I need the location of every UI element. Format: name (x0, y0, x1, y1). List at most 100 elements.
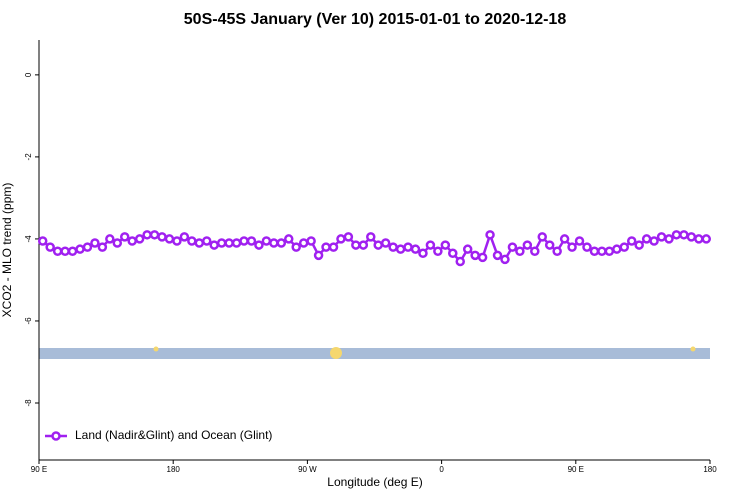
point (679, 230, 689, 240)
point (582, 242, 592, 252)
point (492, 250, 503, 261)
blob (690, 346, 696, 352)
point (246, 236, 257, 246)
x-tick-label: 90 E (568, 465, 584, 474)
point (179, 232, 190, 242)
point (619, 242, 630, 252)
point (425, 240, 436, 250)
point (90, 238, 100, 248)
x-tick-label: 90 W (298, 465, 317, 474)
point (172, 236, 182, 246)
point (82, 242, 93, 252)
point (671, 230, 682, 240)
point (142, 230, 152, 240)
point (269, 238, 279, 248)
point (45, 242, 55, 252)
point (216, 238, 227, 248)
point (537, 232, 547, 242)
point (462, 244, 473, 254)
point (313, 250, 324, 261)
point (112, 238, 123, 248)
point (187, 236, 197, 246)
point (149, 230, 160, 240)
point (515, 246, 525, 256)
point (119, 232, 130, 242)
chart-title: 50S-45S January (Ver 10) 2015-01-01 to 2… (184, 11, 567, 28)
point (358, 240, 369, 250)
point (500, 254, 510, 265)
point (403, 242, 413, 252)
point (552, 246, 562, 256)
point (433, 246, 443, 256)
y-tick-label: -6 (24, 317, 33, 325)
point (686, 232, 697, 242)
point (157, 232, 167, 242)
y-tick-label: -2 (24, 153, 33, 161)
point (194, 238, 205, 248)
point (351, 240, 361, 250)
point (231, 238, 242, 248)
point (544, 240, 555, 250)
point (60, 246, 70, 256)
point (75, 244, 85, 254)
point (239, 236, 249, 246)
point (164, 234, 175, 244)
x-axis-label: Longitude (deg E) (327, 475, 422, 489)
point (395, 244, 406, 254)
point (224, 238, 234, 248)
x-tick-label: 0 (439, 465, 444, 474)
point (380, 238, 391, 248)
point (366, 232, 376, 242)
point (455, 256, 465, 267)
point (664, 234, 674, 244)
point (694, 234, 704, 244)
point (37, 236, 48, 246)
point (127, 236, 137, 246)
point (448, 248, 458, 259)
point (641, 234, 652, 244)
point (134, 234, 145, 244)
point (202, 236, 212, 246)
y-axis-label: XCO2 - MLO trend (ppm) (0, 183, 14, 318)
point (477, 252, 488, 263)
point (261, 236, 272, 246)
blob (153, 346, 159, 352)
point (634, 240, 644, 250)
point (604, 246, 615, 256)
point (612, 244, 622, 254)
point (97, 242, 108, 252)
point (656, 232, 667, 242)
point (410, 244, 421, 254)
y-tick-label: -4 (24, 235, 33, 243)
point (52, 246, 63, 256)
point (388, 242, 398, 252)
point (298, 238, 309, 248)
y-tick-label: -8 (24, 399, 33, 407)
x-tick-label: 180 (703, 465, 717, 474)
point (701, 234, 712, 244)
legend-marker (51, 431, 61, 441)
point (470, 250, 480, 261)
point (336, 234, 346, 244)
x-tick-label: 180 (167, 465, 181, 474)
y-tick-label: 0 (24, 72, 33, 77)
point (649, 236, 659, 246)
point (373, 240, 383, 250)
point (559, 234, 570, 244)
point (485, 230, 495, 240)
point (589, 246, 600, 256)
point (597, 246, 607, 256)
point (276, 238, 287, 248)
point (626, 236, 637, 246)
point (284, 234, 294, 244)
point (418, 248, 428, 259)
point (67, 246, 78, 256)
surface-strip (39, 348, 710, 359)
point (209, 240, 219, 250)
point (321, 242, 331, 252)
point (306, 236, 316, 246)
point (522, 240, 533, 250)
point (343, 232, 354, 242)
